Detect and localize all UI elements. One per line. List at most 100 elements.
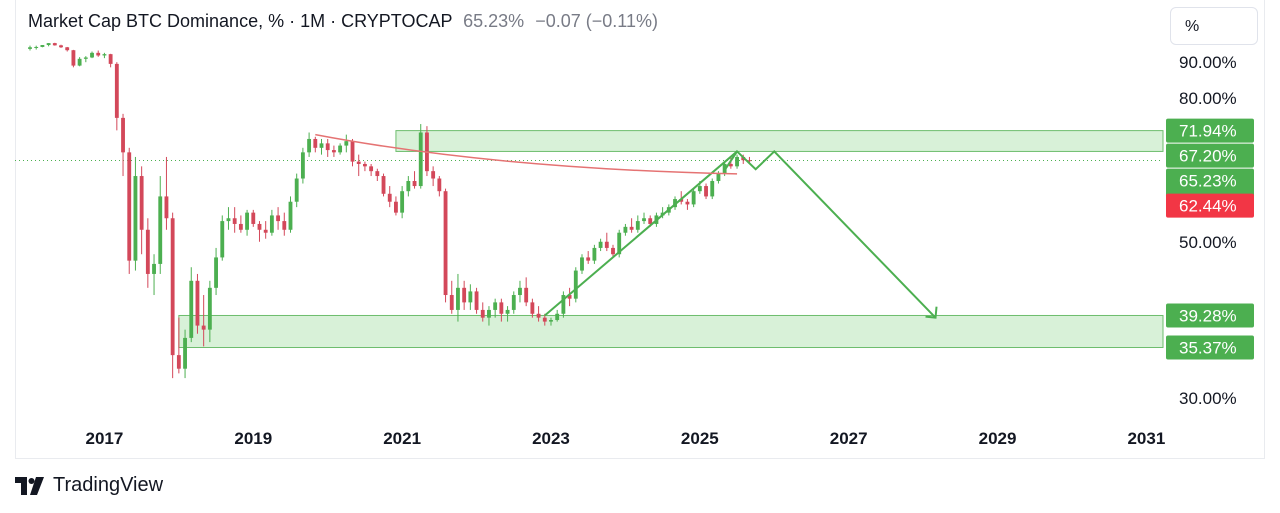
candle-body	[170, 218, 175, 356]
candle	[294, 173, 299, 208]
candle	[487, 306, 491, 326]
range-zone-2	[178, 314, 1164, 349]
price-tag-label: 35.37%	[1179, 339, 1237, 358]
candle-body	[462, 287, 467, 303]
symbol-title[interactable]: Market Cap BTC Dominance, % · 1M · CRYPT…	[28, 11, 453, 31]
candle-body	[145, 229, 150, 274]
x-axis-label: 2025	[681, 429, 719, 448]
candle	[549, 317, 553, 326]
candle	[28, 45, 32, 51]
percent-scale-button[interactable]: %	[1170, 7, 1258, 45]
candle-body	[207, 287, 212, 330]
candle	[282, 212, 287, 236]
candle	[369, 163, 374, 177]
y-axis-label: 80.00%	[1179, 89, 1237, 108]
candle-body	[83, 57, 88, 59]
x-axis-label: 2019	[234, 429, 272, 448]
price-tag: 35.37%	[1166, 335, 1254, 360]
candle-body	[114, 63, 119, 118]
candle	[505, 306, 510, 322]
price-tag-bg	[1166, 118, 1254, 143]
candle-body	[102, 54, 107, 56]
candle-body	[294, 178, 299, 202]
candle	[493, 298, 498, 318]
candle-body	[685, 201, 690, 205]
candle-body	[468, 291, 473, 303]
candle	[511, 291, 516, 314]
candle	[77, 57, 82, 67]
candle	[381, 173, 386, 197]
candle-body	[195, 280, 200, 326]
candle	[387, 186, 392, 208]
candle	[468, 284, 473, 310]
candle	[350, 138, 355, 167]
candle	[338, 143, 343, 155]
candle	[288, 196, 293, 233]
candle-body	[735, 156, 739, 167]
candle-body	[356, 161, 361, 164]
price-tag-bg	[1166, 303, 1254, 328]
y-axis-label: 50.00%	[1179, 233, 1237, 252]
brand-name: TradingView	[53, 474, 164, 496]
candle	[437, 176, 442, 197]
x-axis-label: 2017	[86, 429, 124, 448]
price-chart[interactable]: 90.00% 80.00% 50.00% 30.00% 2017 2019 2021 2023…	[0, 0, 1280, 460]
candle	[375, 168, 380, 182]
candle-body	[338, 145, 343, 153]
candle	[474, 287, 479, 314]
candle-body	[480, 309, 485, 318]
candle-body	[400, 191, 405, 213]
candle	[642, 212, 646, 224]
last-price: 65.23%	[463, 11, 525, 31]
candle	[499, 298, 504, 322]
candle	[226, 207, 231, 230]
chart-frame	[15, 0, 1265, 459]
candle-body	[257, 223, 262, 230]
candle-body	[443, 191, 448, 296]
candle-body	[232, 218, 237, 224]
candle-body	[394, 201, 398, 213]
range-zone-1	[395, 130, 1164, 152]
candle-body	[46, 43, 51, 46]
candle	[555, 309, 560, 322]
candle-body	[418, 132, 423, 187]
candle	[573, 267, 578, 303]
candle-body	[586, 257, 591, 261]
candle-body	[406, 181, 411, 192]
candle	[623, 223, 628, 236]
candle	[586, 251, 591, 264]
candle	[46, 43, 51, 47]
candle-body	[635, 221, 640, 230]
candle	[65, 46, 70, 52]
candle	[356, 154, 361, 177]
candle	[313, 136, 318, 153]
y-axis-label: 90.00%	[1179, 53, 1237, 72]
candle-body	[648, 218, 653, 224]
candle	[542, 313, 547, 326]
footer-brand[interactable]: TradingView	[15, 474, 163, 497]
candle	[52, 42, 57, 46]
candle-body	[555, 313, 560, 321]
candle	[245, 209, 249, 236]
candle-body	[573, 270, 578, 299]
candle-body	[456, 287, 460, 310]
candle-body	[431, 171, 436, 179]
candle	[189, 267, 194, 343]
candle	[331, 145, 336, 157]
candle-body	[728, 163, 733, 167]
candle-body	[617, 232, 622, 255]
candle-body	[164, 196, 169, 219]
candle	[214, 247, 218, 296]
candle	[480, 302, 485, 322]
candle	[592, 244, 597, 264]
candle-body	[611, 247, 615, 255]
candle-body	[34, 46, 39, 48]
candle-body	[152, 263, 156, 274]
price-tag-bg	[1166, 193, 1254, 218]
candle-body	[493, 302, 498, 310]
candle-body	[747, 160, 752, 162]
candle	[418, 124, 423, 189]
x-axis-label: 2031	[1127, 429, 1165, 448]
candle-body	[269, 215, 274, 233]
candle-body	[300, 152, 305, 179]
